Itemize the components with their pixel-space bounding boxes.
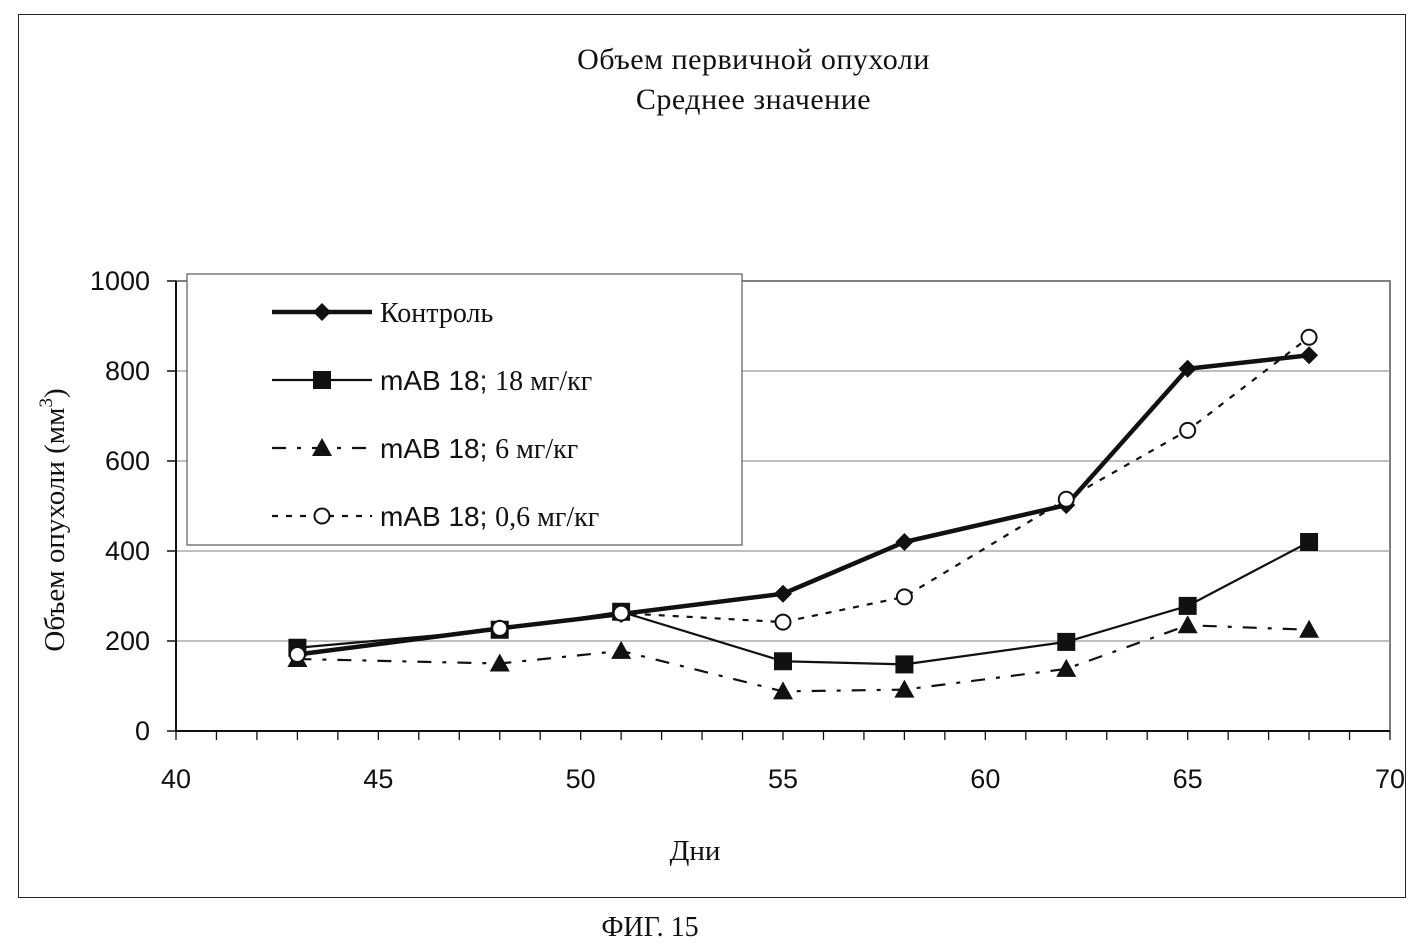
legend-entry-4: mAB 18; 0,6 мг/кг xyxy=(380,501,599,533)
legend: Контроль mAB 18; 18 мг/кг mAB 18; 6 мг/кг m… xyxy=(187,274,742,545)
y-tick-label: 0 xyxy=(135,716,150,746)
y-tick-label: 1000 xyxy=(90,266,150,296)
y-axis-label-sup: 3 xyxy=(36,398,57,408)
x-tick-label: 60 xyxy=(970,764,1000,794)
data-point xyxy=(1299,620,1319,638)
y-axis-label: Объем опухоли (мм3) xyxy=(36,388,71,651)
y-axis-label-close: ) xyxy=(39,388,71,398)
data-point xyxy=(897,589,912,604)
data-point xyxy=(774,652,792,670)
x-tick-label: 55 xyxy=(768,764,798,794)
x-tick-label: 45 xyxy=(363,764,393,794)
data-point xyxy=(1179,597,1197,615)
data-point xyxy=(614,606,629,621)
data-point xyxy=(1300,346,1318,364)
x-tick-label: 65 xyxy=(1173,764,1203,794)
y-tick-label: 600 xyxy=(105,446,150,476)
y-tick-label: 800 xyxy=(105,356,150,386)
data-point xyxy=(611,641,631,659)
y-axis-label-main: Объем опухоли (мм xyxy=(39,408,71,652)
svg-text:Объем опухоли (мм3): Объем опухоли (мм3) xyxy=(36,388,71,651)
data-point xyxy=(1178,615,1198,633)
legend-entry-2: mAB 18; 18 мг/кг xyxy=(380,365,592,397)
x-tick-label: 40 xyxy=(161,764,191,794)
x-tick-label: 70 xyxy=(1375,764,1405,794)
y-tick-label: 400 xyxy=(105,536,150,566)
legend-marker xyxy=(315,509,330,524)
data-point xyxy=(776,615,791,630)
legend-marker xyxy=(313,371,331,389)
data-point xyxy=(1300,533,1318,551)
legend-entry-1: Контроль xyxy=(380,298,493,329)
series-3 xyxy=(287,615,1319,699)
data-point xyxy=(894,680,914,698)
series-2 xyxy=(288,533,1318,673)
data-point xyxy=(895,533,913,551)
legend-entry-3: mAB 18; 6 мг/кг xyxy=(380,433,578,465)
data-point xyxy=(492,621,507,636)
data-point xyxy=(1056,659,1076,677)
y-tick-label: 200 xyxy=(105,626,150,656)
x-tick-label: 50 xyxy=(566,764,596,794)
data-point xyxy=(895,655,913,673)
x-axis-label: Дни xyxy=(670,835,721,867)
data-point xyxy=(1180,423,1195,438)
figure-caption: ФИГ. 15 xyxy=(0,912,1300,944)
data-point xyxy=(774,585,792,603)
data-point xyxy=(290,647,305,662)
series-line xyxy=(297,542,1309,664)
data-point xyxy=(1059,492,1074,507)
data-point xyxy=(1302,330,1317,345)
data-point xyxy=(1057,633,1075,651)
